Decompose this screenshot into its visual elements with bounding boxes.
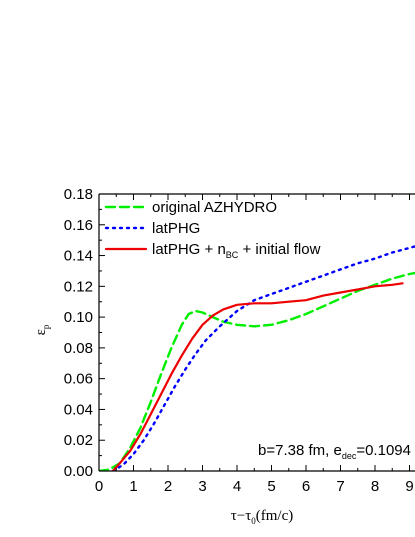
series-line-1 [99, 271, 415, 471]
x-tick-label: 5 [267, 478, 275, 495]
legend-label: original AZHYDRO [152, 199, 277, 216]
y-axis-title: εp [33, 324, 51, 335]
series-layer [99, 245, 415, 471]
axes-layer [98, 193, 415, 472]
x-tick-label: 6 [302, 478, 310, 495]
x-tick-label: 2 [164, 478, 172, 495]
ticks-layer: 0 1 2 3 4 5 6 7 8 9 0.00 0.02 0.04 0.06 0.08 0.10 0.12 0.… [64, 186, 414, 495]
y-tick-label: 0.04 [64, 401, 93, 418]
x-tick-label: 4 [233, 478, 241, 495]
legend: original AZHYDRO latPHG latPHG + nBC + ini… [104, 199, 321, 260]
y-tick-label: 0.08 [64, 340, 93, 357]
x-axis-title: τ−τ0(fm/c) [231, 508, 294, 526]
y-tick-label: 0.14 [64, 248, 93, 265]
y-tick-label: 0.06 [64, 371, 93, 388]
x-tick-label: 7 [336, 478, 344, 495]
x-tick-label: 9 [405, 478, 413, 495]
x-tick-label: 1 [129, 478, 137, 495]
x-tick-label: 0 [95, 478, 103, 495]
legend-label: latPHG [152, 220, 200, 237]
x-tick-label: 8 [371, 478, 379, 495]
series-line-3 [111, 282, 404, 471]
annotation: b=7.38 fm, edec=0.1094 Ge [258, 442, 415, 461]
y-tick-label: 0.16 [64, 217, 93, 234]
y-tick-label: 0.02 [64, 432, 93, 449]
y-tick-label: 0.12 [64, 278, 93, 295]
x-tick-label: 3 [198, 478, 206, 495]
legend-label: latPHG + nBC + initial flow [152, 241, 321, 260]
y-tick-label: 0.10 [64, 309, 93, 326]
series-line-2 [111, 245, 415, 471]
y-tick-label: 0.18 [64, 186, 93, 203]
y-tick-label: 0.00 [64, 463, 93, 480]
